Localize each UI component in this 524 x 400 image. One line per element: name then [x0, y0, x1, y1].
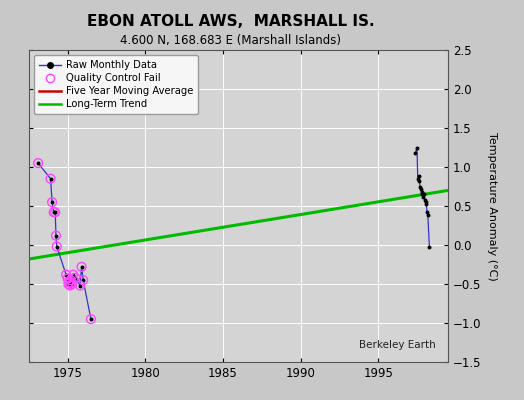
Point [418, 191, 426, 198]
Point [416, 183, 424, 190]
Point [413, 144, 421, 151]
Point [52, 243, 61, 250]
Point [49, 209, 58, 216]
Point [48, 199, 56, 205]
Point [71, 274, 80, 281]
Point [68, 281, 77, 287]
Point [78, 264, 86, 270]
Point [46, 176, 54, 182]
Point [415, 178, 423, 184]
Point [79, 277, 88, 283]
Text: EBON ATOLL AWS,  MARSHALL IS.: EBON ATOLL AWS, MARSHALL IS. [87, 14, 374, 29]
Point [63, 275, 72, 282]
Point [76, 282, 84, 289]
Point [34, 160, 42, 166]
Point [414, 173, 423, 180]
Point [413, 176, 422, 182]
Point [69, 272, 77, 278]
Point [66, 282, 74, 289]
Point [423, 209, 431, 216]
Point [421, 196, 429, 203]
Point [34, 160, 42, 166]
Point [49, 209, 58, 216]
Point [418, 189, 427, 195]
Point [420, 191, 428, 198]
Point [417, 186, 425, 192]
Point [411, 150, 420, 156]
Point [65, 279, 73, 286]
Point [76, 282, 84, 289]
Point [63, 275, 72, 282]
Point [425, 243, 433, 250]
Point [78, 264, 86, 270]
Point [79, 277, 88, 283]
Point [62, 272, 70, 278]
Point [422, 201, 431, 208]
Point [48, 199, 56, 205]
Text: Berkeley Earth: Berkeley Earth [359, 340, 435, 350]
Legend: Raw Monthly Data, Quality Control Fail, Five Year Moving Average, Long-Term Tren: Raw Monthly Data, Quality Control Fail, … [34, 55, 198, 114]
Point [71, 274, 80, 281]
Point [46, 176, 54, 182]
Point [68, 281, 77, 287]
Point [87, 316, 95, 322]
Point [52, 232, 60, 239]
Point [64, 281, 73, 287]
Text: 4.600 N, 168.683 E (Marshall Islands): 4.600 N, 168.683 E (Marshall Islands) [120, 34, 341, 47]
Point [87, 316, 95, 322]
Point [65, 279, 73, 286]
Point [51, 209, 59, 216]
Point [421, 199, 430, 205]
Point [51, 209, 59, 216]
Point [69, 272, 77, 278]
Point [66, 282, 74, 289]
Point [67, 277, 75, 283]
Point [52, 232, 60, 239]
Point [52, 243, 61, 250]
Point [64, 281, 73, 287]
Point [423, 212, 432, 218]
Y-axis label: Temperature Anomaly (°C): Temperature Anomaly (°C) [487, 132, 497, 280]
Point [419, 194, 428, 200]
Point [62, 272, 70, 278]
Point [67, 277, 75, 283]
